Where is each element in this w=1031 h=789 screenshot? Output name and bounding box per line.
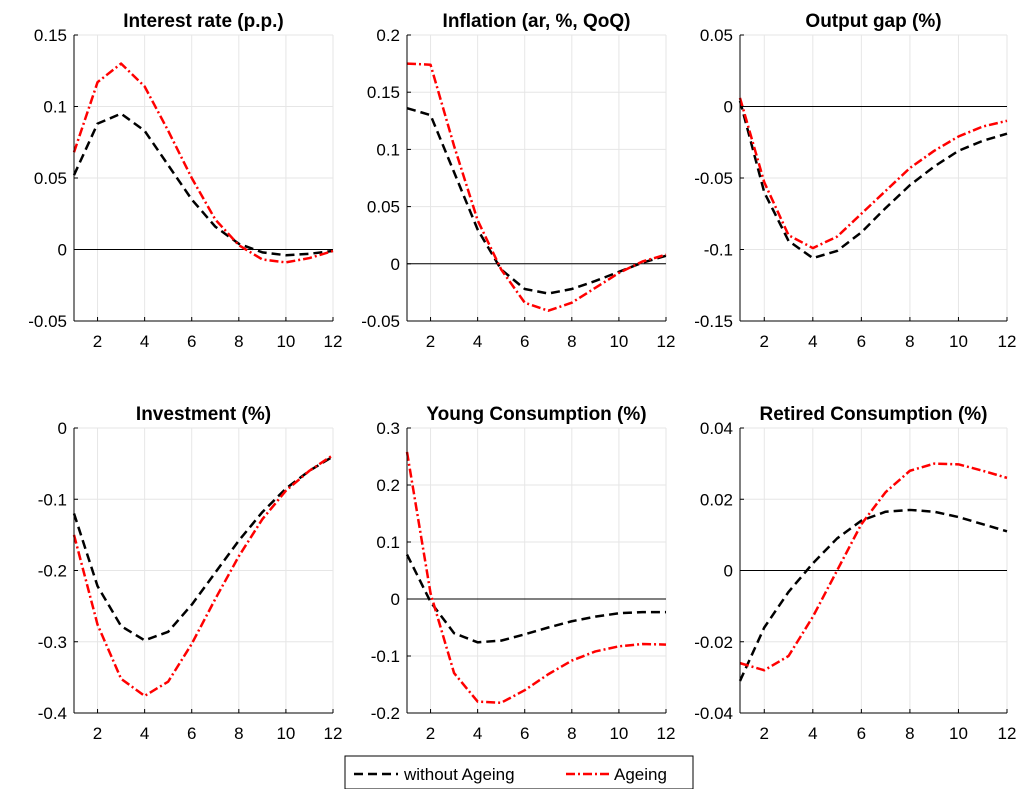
x-tick-label: 2 bbox=[760, 332, 769, 351]
x-tick-label: 12 bbox=[998, 724, 1017, 743]
panel-title: Interest rate (p.p.) bbox=[123, 11, 283, 32]
x-tick-label: 4 bbox=[808, 332, 817, 351]
x-tick-label: 10 bbox=[276, 332, 295, 351]
y-tick-label: 0.15 bbox=[34, 26, 67, 45]
y-tick-label: 0.1 bbox=[376, 533, 400, 552]
chart-panels: -0.05 0 0.05 0.1 0.15 2 4 6 8 10 12 Interest rate (… bbox=[28, 11, 1016, 743]
x-tick-label: 10 bbox=[949, 332, 968, 351]
plot-area bbox=[407, 35, 666, 321]
y-tick-label: -0.05 bbox=[28, 312, 67, 331]
x-tick-label: 8 bbox=[567, 332, 576, 351]
y-tick-label: 0.05 bbox=[34, 169, 67, 188]
x-tick-label: 8 bbox=[567, 724, 576, 743]
x-tick-label: 2 bbox=[426, 724, 435, 743]
x-tick-label: 8 bbox=[234, 724, 243, 743]
series-line-ageing bbox=[738, 97, 1008, 250]
x-tick-label: 12 bbox=[324, 724, 343, 743]
panel-title: Retired Consumption (%) bbox=[760, 404, 988, 425]
series-line-without-ageing bbox=[738, 100, 1008, 260]
x-tick-label: 10 bbox=[949, 724, 968, 743]
chart-panel: -0.05 0 0.05 0.1 0.15 2 4 6 8 10 12 Interest rate (… bbox=[28, 11, 342, 351]
y-tick-label: -0.1 bbox=[704, 241, 733, 260]
y-tick-label: -0.04 bbox=[694, 704, 733, 723]
series-line-without-ageing bbox=[405, 553, 666, 644]
x-tick-label: 12 bbox=[324, 332, 343, 351]
x-tick-label: 8 bbox=[905, 724, 914, 743]
x-tick-label: 4 bbox=[808, 724, 817, 743]
x-tick-label: 6 bbox=[520, 332, 529, 351]
y-tick-label: 0 bbox=[391, 255, 400, 274]
x-tick-label: 12 bbox=[998, 332, 1017, 351]
series-line-ageing bbox=[405, 451, 667, 704]
y-tick-label: 0 bbox=[58, 419, 67, 438]
y-tick-label: 0 bbox=[724, 562, 733, 581]
x-tick-label: 10 bbox=[276, 724, 295, 743]
series-line-without-ageing bbox=[738, 508, 1008, 682]
panel-title: Investment (%) bbox=[136, 404, 271, 425]
y-tick-label: -0.1 bbox=[371, 647, 400, 666]
plot-area bbox=[407, 428, 666, 713]
y-tick-label: 0.2 bbox=[376, 26, 400, 45]
x-tick-label: 2 bbox=[93, 332, 102, 351]
y-tick-label: -0.02 bbox=[694, 633, 733, 652]
legend-box bbox=[344, 755, 694, 789]
y-tick-label: 0.3 bbox=[376, 419, 400, 438]
y-tick-label: 0 bbox=[391, 590, 400, 609]
series-line-ageing bbox=[72, 62, 334, 264]
y-tick-label: -0.2 bbox=[38, 562, 67, 581]
x-tick-label: 6 bbox=[187, 332, 196, 351]
y-tick-label: -0.05 bbox=[694, 169, 733, 188]
x-tick-label: 12 bbox=[657, 332, 676, 351]
x-tick-label: 4 bbox=[140, 332, 149, 351]
x-tick-label: 12 bbox=[657, 724, 676, 743]
y-tick-label: 0.2 bbox=[376, 476, 400, 495]
y-tick-label: 0.05 bbox=[367, 198, 400, 217]
x-tick-label: 2 bbox=[93, 724, 102, 743]
legend: without Ageing Ageing bbox=[344, 755, 694, 789]
series-line-ageing bbox=[739, 462, 1008, 672]
y-tick-label: 0 bbox=[58, 241, 67, 260]
series-line-without-ageing bbox=[72, 455, 334, 642]
y-tick-label: 0 bbox=[724, 98, 733, 117]
chart-panel: -0.05 0 0.05 0.1 0.15 0.2 2 4 6 8 10 12 Inflation (a… bbox=[361, 11, 675, 351]
y-tick-label: -0.4 bbox=[38, 704, 67, 723]
y-tick-label: -0.15 bbox=[694, 312, 733, 331]
x-tick-label: 4 bbox=[473, 332, 482, 351]
x-tick-label: 6 bbox=[857, 724, 866, 743]
x-tick-label: 2 bbox=[426, 332, 435, 351]
y-tick-label: -0.3 bbox=[38, 633, 67, 652]
y-tick-label: -0.1 bbox=[38, 490, 67, 509]
chart-panel: -0.4 -0.3 -0.2 -0.1 0 2 4 6 8 10 12 Investment (%) bbox=[38, 404, 343, 743]
chart-panel: -0.2 -0.1 0 0.1 0.2 0.3 2 4 6 8 10 12 Young Consumpt… bbox=[371, 404, 676, 743]
x-tick-label: 8 bbox=[234, 332, 243, 351]
x-tick-label: 8 bbox=[905, 332, 914, 351]
x-tick-label: 4 bbox=[473, 724, 482, 743]
series-line-ageing bbox=[72, 454, 334, 698]
y-tick-label: 0.04 bbox=[700, 419, 733, 438]
y-tick-label: -0.2 bbox=[371, 704, 400, 723]
x-tick-label: 2 bbox=[760, 724, 769, 743]
panel-title: Inflation (ar, %, QoQ) bbox=[443, 11, 631, 32]
y-tick-label: 0.02 bbox=[700, 490, 733, 509]
panel-title: Output gap (%) bbox=[805, 11, 941, 32]
x-tick-label: 10 bbox=[609, 332, 628, 351]
x-tick-label: 6 bbox=[520, 724, 529, 743]
series-line-ageing bbox=[406, 62, 667, 312]
x-tick-label: 10 bbox=[609, 724, 628, 743]
legend-label-without-ageing: without Ageing bbox=[403, 765, 515, 784]
x-tick-label: 6 bbox=[857, 332, 866, 351]
y-tick-label: 0.1 bbox=[376, 140, 400, 159]
x-tick-label: 4 bbox=[140, 724, 149, 743]
chart-panel: -0.15 -0.1 -0.05 0 0.05 2 4 6 8 10 12 Output gap (%… bbox=[694, 11, 1016, 351]
series-line-without-ageing bbox=[72, 112, 334, 257]
y-tick-label: 0.05 bbox=[700, 26, 733, 45]
y-tick-label: 0.1 bbox=[43, 98, 67, 117]
y-tick-label: 0.15 bbox=[367, 83, 400, 102]
legend-label-ageing: Ageing bbox=[614, 765, 667, 784]
chart-panel: -0.04 -0.02 0 0.02 0.04 2 4 6 8 10 12 Retired Consu… bbox=[694, 404, 1016, 743]
x-tick-label: 6 bbox=[187, 724, 196, 743]
panel-title: Young Consumption (%) bbox=[426, 404, 646, 425]
y-tick-label: -0.05 bbox=[361, 312, 400, 331]
